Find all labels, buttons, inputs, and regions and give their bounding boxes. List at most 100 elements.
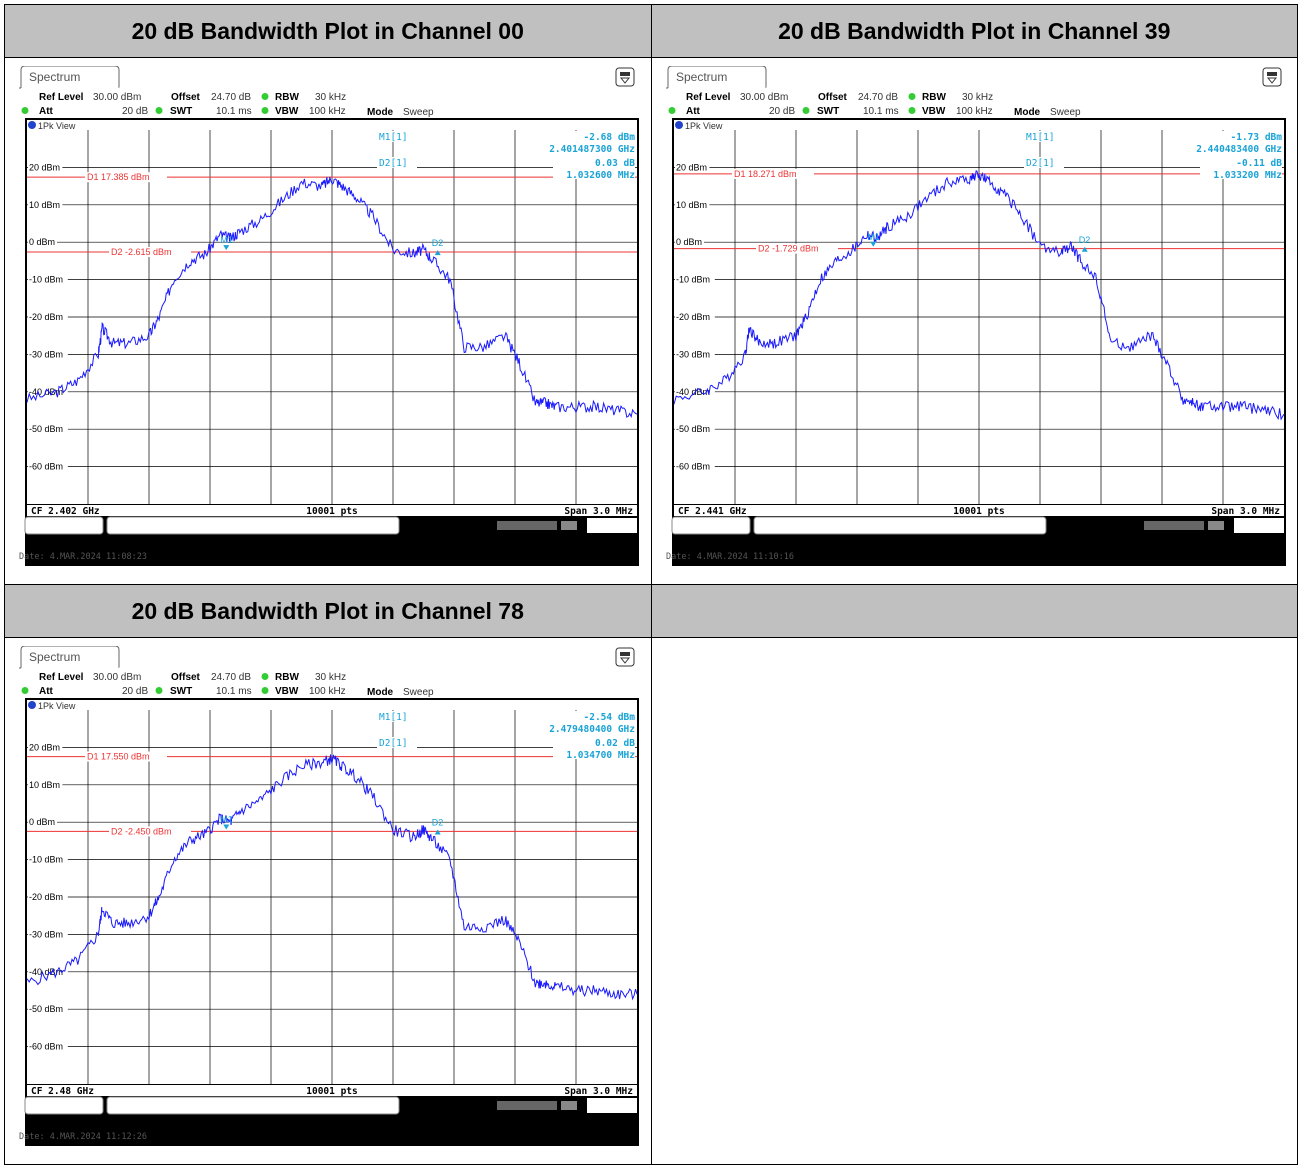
header-channel-00: 20 dB Bandwidth Plot in Channel 00: [4, 4, 652, 58]
span: Span 3.0 MHz: [564, 1086, 633, 1097]
offset-label: Offset: [171, 672, 201, 683]
m1-readout-label: M1[1]: [379, 132, 408, 143]
settings-icon-bar: [620, 72, 630, 76]
status-dot: [21, 687, 29, 694]
d2-marker: [434, 250, 441, 256]
status-field: [24, 1096, 104, 1115]
spectrum-trace: [26, 754, 638, 1001]
d2-delta: -0.11 dB: [1236, 158, 1282, 169]
d2-readout-label-bg: [377, 157, 417, 168]
m1-frequency: 2.440483400 GHz: [1196, 144, 1282, 155]
header-channel-78: 20 dB Bandwidth Plot in Channel 78: [4, 584, 652, 638]
y-tick-bg: [28, 891, 68, 902]
y-tick-bg: [28, 311, 68, 322]
d2-label-bg: [109, 246, 191, 257]
d2-frequency: 1.034700 MHz: [566, 750, 635, 761]
swt-label: SWT: [817, 106, 839, 117]
settings-icon-arrow: [619, 657, 631, 664]
y-tick-label: -40 dBm: [676, 387, 710, 397]
y-tick-label: -50 dBm: [29, 1004, 63, 1014]
m1-readout-label-bg: [377, 131, 417, 142]
vbw-value: 100 kHz: [956, 106, 993, 117]
rbw-value: 30 kHz: [315, 672, 346, 683]
progress-bar: [497, 1101, 557, 1110]
m1-marker: [223, 245, 230, 251]
m1-readout-label-bg: [1023, 131, 1064, 142]
vbw-label: VBW: [275, 106, 299, 117]
status-dot: [21, 107, 29, 114]
m1-readout-label-bg: [377, 711, 417, 722]
status-dot: [261, 107, 269, 114]
y-tick-bg: [28, 778, 63, 790]
bottom-bar: [27, 1085, 637, 1096]
mode-value: Sweep: [403, 687, 434, 698]
view-bar: [673, 120, 1284, 130]
settings-icon: [1262, 67, 1281, 87]
y-tick-label: -50 dBm: [676, 424, 710, 434]
vbw-value: 100 kHz: [309, 686, 346, 697]
status-dot: [261, 673, 269, 680]
center-frequency: CF 2.402 GHz: [31, 506, 100, 517]
y-tick-bg: [28, 1003, 68, 1015]
view-label: 1Pk View: [38, 701, 76, 711]
empty-cell: [650, 637, 1298, 1165]
m1-frequency: 2.401487300 GHz: [549, 144, 635, 155]
status-field: [671, 516, 750, 535]
d2-label: D2 -2.615 dBm: [111, 247, 172, 257]
y-tick-bg: [28, 853, 68, 865]
y-tick-bg: [28, 460, 68, 472]
d2-label-bg: [109, 826, 191, 837]
results-table: 20 dB Bandwidth Plot in Channel 00 20 dB…: [4, 4, 1298, 1165]
d2-label: D2 -2.450 dBm: [111, 826, 172, 836]
y-tick-bg: [674, 198, 709, 210]
view-dot: [28, 701, 36, 709]
mode-label: Mode: [367, 687, 394, 698]
vbw-label: VBW: [275, 686, 299, 697]
swt-value: 10.1 ms: [216, 686, 252, 697]
d2-mark-label: D2: [432, 817, 444, 827]
spectrum-tab: [20, 646, 120, 668]
m1-mark-label: M1: [867, 232, 880, 242]
m1-level: -2.68 dBm: [584, 132, 636, 143]
swt-label: SWT: [170, 686, 192, 697]
spectrum-svg: Spectrum Ref Level 30.00 dBm Offset 24.70 dB…: [19, 66, 639, 566]
view-label: 1Pk View: [685, 121, 723, 131]
y-tick-label: -30 dBm: [29, 349, 63, 359]
status-dot: [155, 107, 163, 114]
y-tick-bg: [28, 1040, 68, 1052]
view-label: 1Pk View: [38, 121, 76, 131]
d2-readout-label: D2[1]: [379, 738, 408, 749]
swt-label: SWT: [170, 106, 192, 117]
y-tick-bg: [28, 816, 57, 828]
bottom-bar: [673, 505, 1284, 516]
y-tick-label: -60 dBm: [29, 462, 63, 472]
center-frequency: CF 2.441 GHz: [678, 506, 747, 517]
ref-level-value: 30.00 dBm: [740, 92, 788, 103]
ref-level-value: 30.00 dBm: [93, 672, 141, 683]
y-tick-bg: [28, 273, 68, 285]
spectrum-plot-channel-39: Spectrum Ref Level 30.00 dBm Offset 24.70 dB…: [665, 66, 1286, 566]
span: Span 3.0 MHz: [564, 506, 633, 517]
y-tick-label: -30 dBm: [676, 349, 710, 359]
settings-icon: [615, 647, 635, 667]
d2-frequency: 1.032600 MHz: [566, 170, 635, 181]
d1-label: D1 18.271 dBm: [734, 169, 797, 179]
status-field: [106, 1096, 400, 1115]
spectrum-tab-label: Spectrum: [29, 650, 80, 664]
spectrum-tab: [20, 66, 120, 88]
y-tick-bg: [674, 236, 704, 248]
y-tick-label: 20 dBm: [29, 162, 60, 172]
y-tick-label: 10 dBm: [29, 200, 60, 210]
y-tick-bg: [28, 161, 63, 173]
date-stamp: Date: 4.MAR.2024 11:12:26: [19, 1132, 147, 1142]
status-field: [106, 516, 400, 535]
rbw-label: RBW: [275, 672, 299, 683]
rbw-label: RBW: [922, 92, 946, 103]
offset-value: 24.70 dB: [211, 672, 251, 683]
y-tick-bg: [674, 311, 715, 322]
d1-label-bg: [731, 168, 814, 179]
m1-mark-label: M1: [220, 235, 233, 245]
y-tick-label: 0 dBm: [29, 237, 55, 247]
offset-label: Offset: [171, 92, 201, 103]
mode-value: Sweep: [403, 107, 434, 118]
